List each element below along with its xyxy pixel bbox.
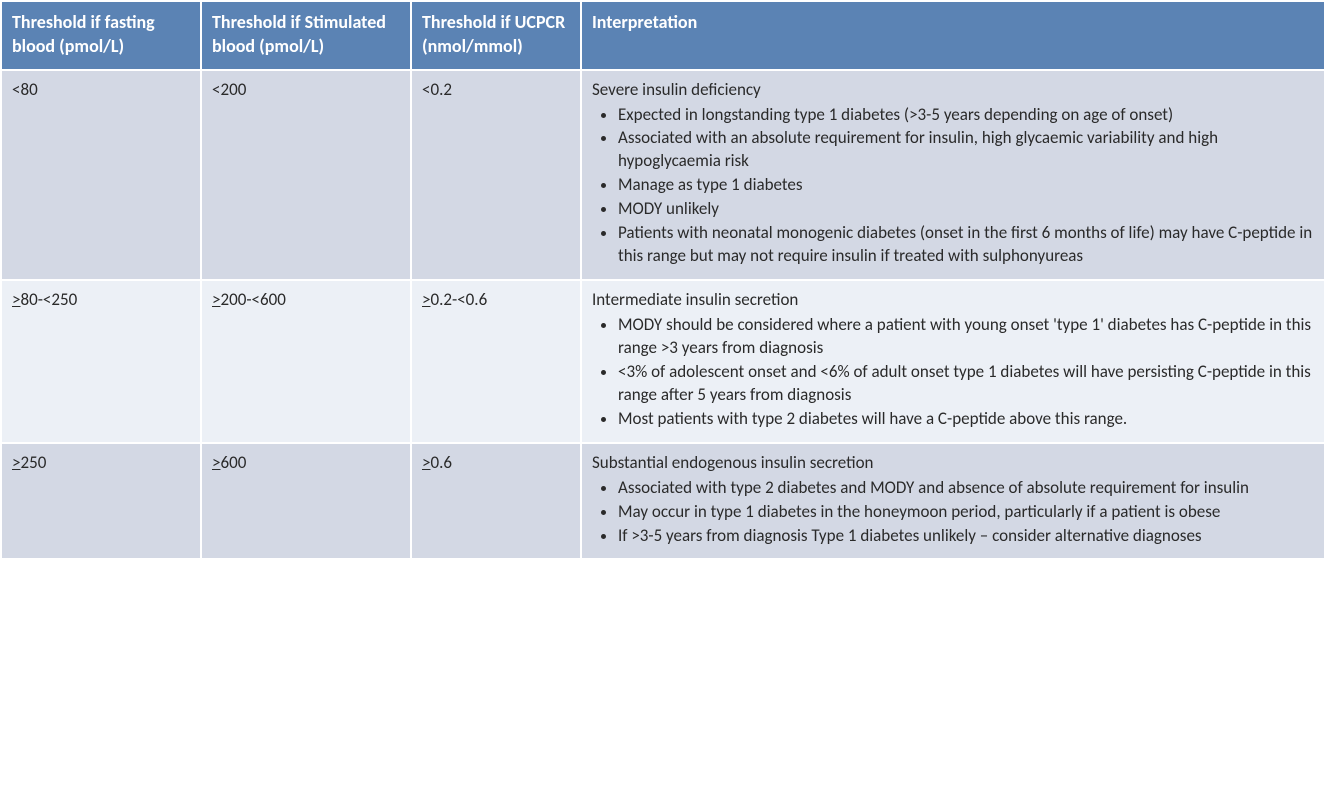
cell-fasting: <80 [1,70,201,281]
bullet: <3% of adolescent onset and <6% of adult… [618,361,1314,408]
cell-stimulated: <200 [201,70,411,281]
cpeptide-threshold-table: Threshold if fasting blood (pmol/L) Thre… [0,0,1324,560]
bullet: May occur in type 1 diabetes in the hone… [618,501,1314,525]
bullet: MODY should be considered where a patien… [618,314,1314,361]
cell-ucpcr: <0.2 [411,70,581,281]
interpretation-title: Severe insulin deficiency [592,79,1314,102]
interpretation-bullets: MODY should be considered where a patien… [592,314,1314,432]
bullet: Manage as type 1 diabetes [618,174,1314,198]
interpretation-bullets: Associated with type 2 diabetes and MODY… [592,477,1314,549]
table-row: <80 <200 <0.2 Severe insulin deficiency … [1,70,1324,281]
cell-interpretation: Intermediate insulin secretion MODY shou… [581,280,1324,443]
cell-fasting: >80-<250 [1,280,201,443]
cell-fasting: >250 [1,443,201,560]
bullet: MODY unlikely [618,198,1314,222]
interpretation-title: Substantial endogenous insulin secretion [592,452,1314,475]
col-header-interpretation: Interpretation [581,1,1324,70]
col-header-fasting: Threshold if fasting blood (pmol/L) [1,1,201,70]
bullet: Expected in longstanding type 1 diabetes… [618,104,1314,128]
cell-ucpcr: >0.6 [411,443,581,560]
table-row: >250 >600 >0.6 Substantial endogenous in… [1,443,1324,560]
bullet: Associated with type 2 diabetes and MODY… [618,477,1314,501]
cell-stimulated: >200-<600 [201,280,411,443]
bullet: Associated with an absolute requirement … [618,127,1314,174]
bullet: Patients with neonatal monogenic diabete… [618,222,1314,269]
col-header-ucpcr: Threshold if UCPCR (nmol/mmol) [411,1,581,70]
cell-interpretation: Severe insulin deficiency Expected in lo… [581,70,1324,281]
table-header-row: Threshold if fasting blood (pmol/L) Thre… [1,1,1324,70]
table-row: >80-<250 >200-<600 >0.2-<0.6 Intermediat… [1,280,1324,443]
col-header-stimulated: Threshold if Stimulated blood (pmol/L) [201,1,411,70]
interpretation-bullets: Expected in longstanding type 1 diabetes… [592,104,1314,270]
bullet: If >3-5 years from diagnosis Type 1 diab… [618,525,1314,549]
cell-ucpcr: >0.2-<0.6 [411,280,581,443]
cell-stimulated: >600 [201,443,411,560]
interpretation-title: Intermediate insulin secretion [592,289,1314,312]
bullet: Most patients with type 2 diabetes will … [618,408,1314,432]
cell-interpretation: Substantial endogenous insulin secretion… [581,443,1324,560]
